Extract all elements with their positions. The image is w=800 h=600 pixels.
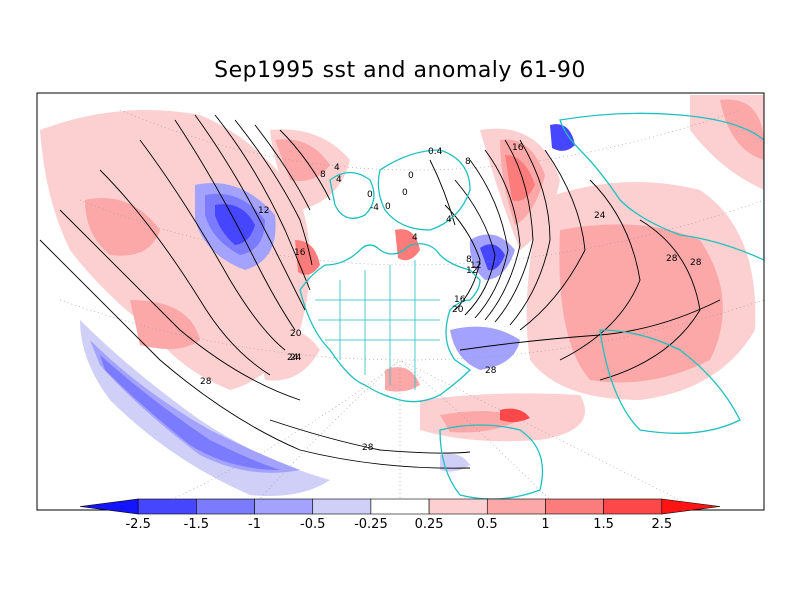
us-states-grid [315,260,440,390]
colorbar-swatch [254,498,314,515]
graticule [59,109,764,510]
colorbar-tick-label: 2.5 [651,517,672,532]
colorbar-swatch [79,498,139,515]
colorbar-tick-label: -0.25 [354,517,388,532]
colorbar: -2.5 -1.5 -1 -0.5 -0.25 0.25 0.5 1 1.5 2.5 [79,498,721,532]
contour-label: 4 [412,233,418,243]
contour-label: 16 [512,143,524,153]
colorbar-tick-label: 0.5 [477,517,498,532]
arctic-islands-coast [329,171,375,219]
colorbar-tick-label: 1 [541,517,549,532]
colorbar-tick-label: 0.25 [415,517,444,532]
colorbar-tick-label: 1.5 [593,517,614,532]
contour-label: 0.4 [428,147,443,157]
contour-label: 0 [367,190,373,200]
colorbar-swatch [486,498,546,515]
colorbar-swatch [137,498,197,515]
contour-label: 24 [290,353,302,363]
contour-label: 20 [452,305,464,315]
colorbar-tick-label: -2.5 [125,517,150,532]
contour-label: 0 [408,171,414,181]
medium-positive-anomaly [85,99,764,433]
strong-positive-anomaly [295,155,535,423]
contour-label: 16 [294,248,306,258]
contour-label: -4 [370,203,379,213]
south-america-coast [439,424,544,500]
map-title: Sep1995 sst and anomaly 61-90 [214,58,586,83]
contour-labels: 4 8 0 0 0 -4 0.4 8 16 12 16 8 12 16 20 2… [200,143,702,453]
europe-coast [559,112,764,261]
contour-label: 28 [485,366,497,376]
colorbar-tick-label: -1 [248,517,261,532]
contour-label: 28 [362,443,374,453]
colorbar-swatch [370,498,430,515]
contour-label: 0 [402,188,408,198]
colorbar-swatch [545,498,604,515]
contour-label: 4 [336,175,342,185]
colorbar-tick-label: -1.5 [184,517,209,532]
contour-label: 24 [594,211,606,221]
colorbar-swatch [603,498,663,515]
greenland-coast [377,149,471,231]
colorbar-swatch [661,498,721,515]
contour-label: 12 [470,261,481,271]
north-america-coast [299,243,481,403]
negative-anomaly-shading [80,124,575,496]
contour-label: 8 [466,255,472,265]
contour-label: 28 [690,258,702,268]
africa-coast [599,329,741,434]
contour-label: 20 [290,329,302,339]
contour-label: 4 [446,215,452,225]
colorbar-tick-label: -0.5 [300,517,325,532]
colorbar-swatch [196,498,255,515]
contour-label: 28 [200,377,212,387]
contour-label: 4 [334,163,340,173]
contour-label: 12 [466,266,477,276]
colorbar-swatch [312,498,372,515]
contour-label: 12 [258,206,269,216]
coastlines [299,112,764,500]
contour-label: 8 [320,170,326,180]
contour-label: 0 [385,202,391,212]
sst-contours [39,114,721,469]
contour-label: 8 [465,157,471,167]
contour-label: 24 [287,353,299,363]
contour-label: 28 [666,254,678,264]
contour-label: 16 [454,295,466,305]
colorbar-swatch [428,498,488,515]
map-domain: 4 8 0 0 0 -4 0.4 8 16 12 16 8 12 16 20 2… [37,95,764,510]
